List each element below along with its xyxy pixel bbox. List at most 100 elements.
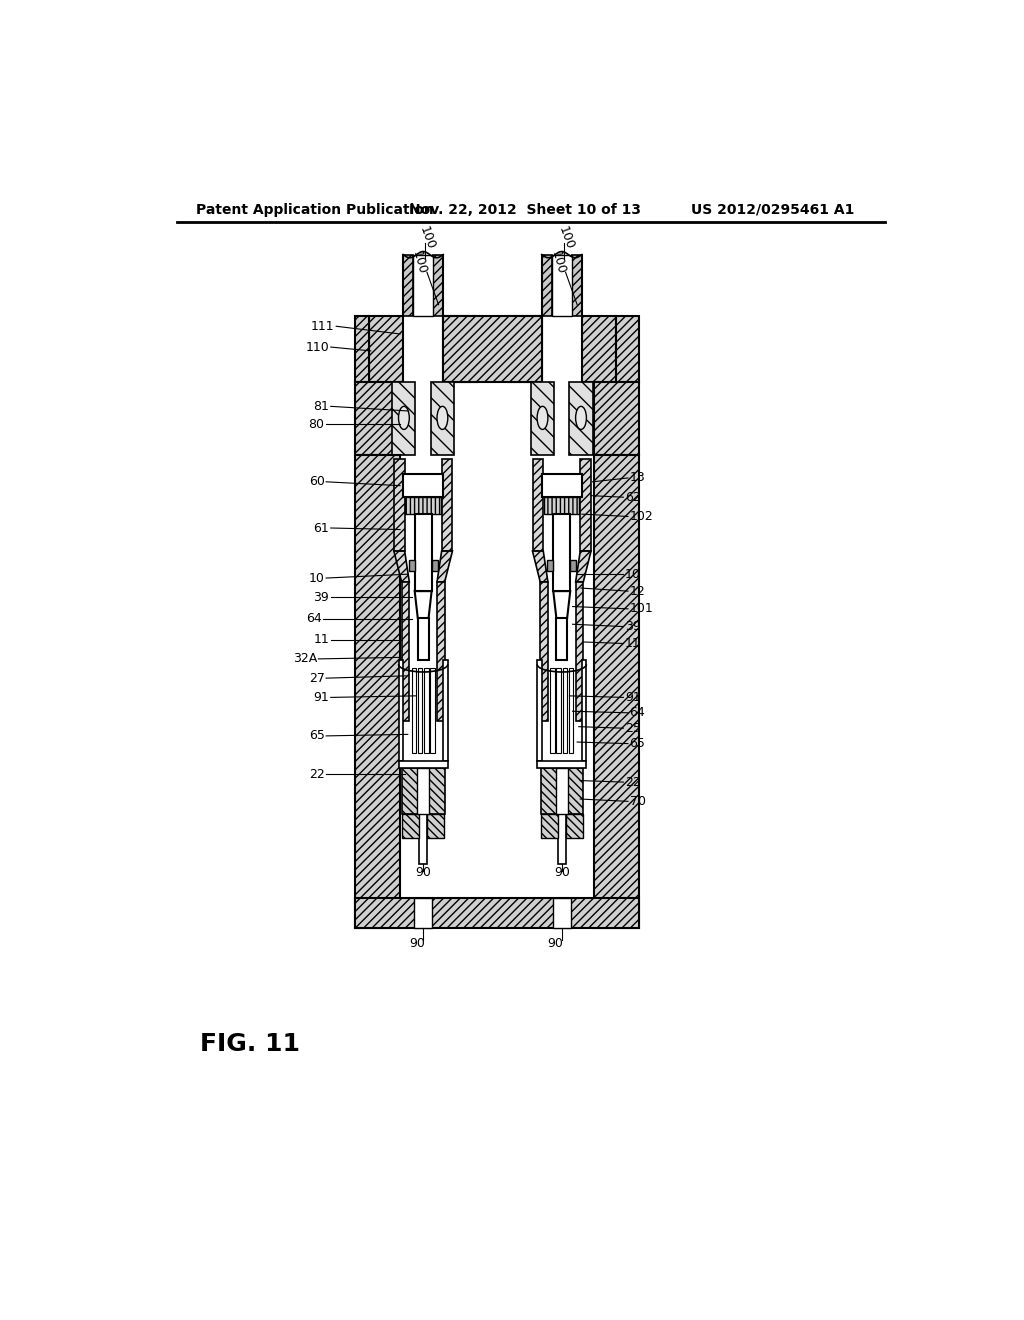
Text: 22: 22 (309, 768, 325, 781)
Bar (403, 255, 413, 317)
Bar (355, 381, 400, 455)
Polygon shape (575, 582, 584, 721)
Text: 10: 10 (308, 572, 325, 585)
Bar (508, 317, 542, 381)
Bar (402, 768, 444, 814)
Bar (417, 768, 429, 814)
Bar (403, 474, 443, 498)
Text: 100: 100 (549, 249, 567, 276)
Polygon shape (394, 552, 410, 582)
Bar (552, 255, 571, 317)
Text: 64: 64 (306, 612, 322, 626)
Text: 70: 70 (630, 795, 645, 808)
Text: 60: 60 (308, 475, 325, 488)
Text: 81: 81 (313, 400, 330, 413)
Text: 27: 27 (308, 672, 325, 685)
Bar (582, 317, 615, 381)
Bar (556, 768, 568, 814)
Polygon shape (532, 459, 544, 552)
Bar (398, 760, 447, 768)
Bar (615, 317, 639, 381)
Polygon shape (531, 381, 554, 455)
Bar (355, 317, 370, 381)
Bar (570, 560, 577, 572)
Bar (550, 668, 555, 752)
Text: 90: 90 (548, 937, 563, 950)
Polygon shape (575, 552, 591, 582)
Text: 11: 11 (625, 638, 641, 649)
Text: 102: 102 (630, 510, 653, 523)
Text: 100: 100 (555, 224, 575, 251)
Text: 32A: 32A (293, 652, 316, 665)
Text: 12: 12 (630, 585, 645, 598)
Text: 90: 90 (554, 866, 569, 879)
Text: Patent Application Publication: Patent Application Publication (196, 203, 434, 216)
Text: 90: 90 (409, 937, 425, 950)
Ellipse shape (437, 407, 447, 429)
Bar (355, 455, 400, 928)
Text: 62: 62 (625, 491, 641, 504)
Polygon shape (569, 381, 593, 455)
Bar (415, 515, 432, 591)
Bar (541, 814, 558, 838)
Text: 91: 91 (625, 690, 641, 704)
Bar (594, 381, 639, 455)
Bar (409, 560, 415, 572)
Text: 11: 11 (313, 634, 330, 647)
Polygon shape (553, 591, 570, 618)
Bar (538, 760, 587, 768)
Bar (443, 317, 477, 381)
Bar (414, 898, 432, 928)
Text: 64: 64 (630, 706, 645, 719)
Text: Nov. 22, 2012  Sheet 10 of 13: Nov. 22, 2012 Sheet 10 of 13 (409, 203, 641, 216)
Bar (402, 814, 419, 838)
Polygon shape (415, 591, 432, 618)
Text: FIG. 11: FIG. 11 (200, 1032, 300, 1056)
Bar (370, 317, 403, 381)
Bar (355, 898, 639, 928)
Text: 65: 65 (630, 737, 645, 750)
Bar (406, 498, 441, 515)
Bar (424, 668, 429, 752)
Bar (571, 255, 582, 317)
Text: 22: 22 (625, 776, 641, 788)
Polygon shape (441, 459, 453, 552)
Bar (398, 660, 403, 760)
Bar (427, 814, 444, 838)
Text: 111: 111 (311, 319, 335, 333)
Text: 61: 61 (313, 521, 330, 535)
Bar (553, 515, 570, 591)
Text: 101: 101 (630, 602, 653, 615)
Bar (430, 668, 435, 752)
Bar (538, 660, 542, 760)
Polygon shape (437, 582, 444, 721)
Bar (443, 660, 447, 760)
Text: 110: 110 (305, 341, 330, 354)
Bar (418, 668, 422, 752)
Polygon shape (431, 381, 454, 455)
Bar (542, 474, 582, 498)
Bar (556, 668, 561, 752)
Text: 91: 91 (313, 690, 330, 704)
Bar (565, 814, 583, 838)
Polygon shape (541, 582, 548, 721)
Text: 25: 25 (625, 722, 641, 735)
Polygon shape (532, 552, 548, 582)
Bar (562, 668, 567, 752)
Bar (594, 455, 639, 928)
Bar (558, 814, 565, 865)
Ellipse shape (575, 407, 587, 429)
Bar (556, 618, 567, 660)
Ellipse shape (538, 407, 548, 429)
Bar (542, 255, 552, 317)
Polygon shape (437, 552, 453, 582)
Bar (582, 660, 587, 760)
Text: 90: 90 (415, 866, 431, 879)
Bar (412, 668, 416, 752)
Ellipse shape (398, 407, 410, 429)
Text: 10: 10 (625, 568, 641, 581)
Bar (433, 255, 443, 317)
Text: 39: 39 (313, 591, 330, 603)
Polygon shape (401, 582, 410, 721)
Text: 13: 13 (630, 471, 645, 484)
